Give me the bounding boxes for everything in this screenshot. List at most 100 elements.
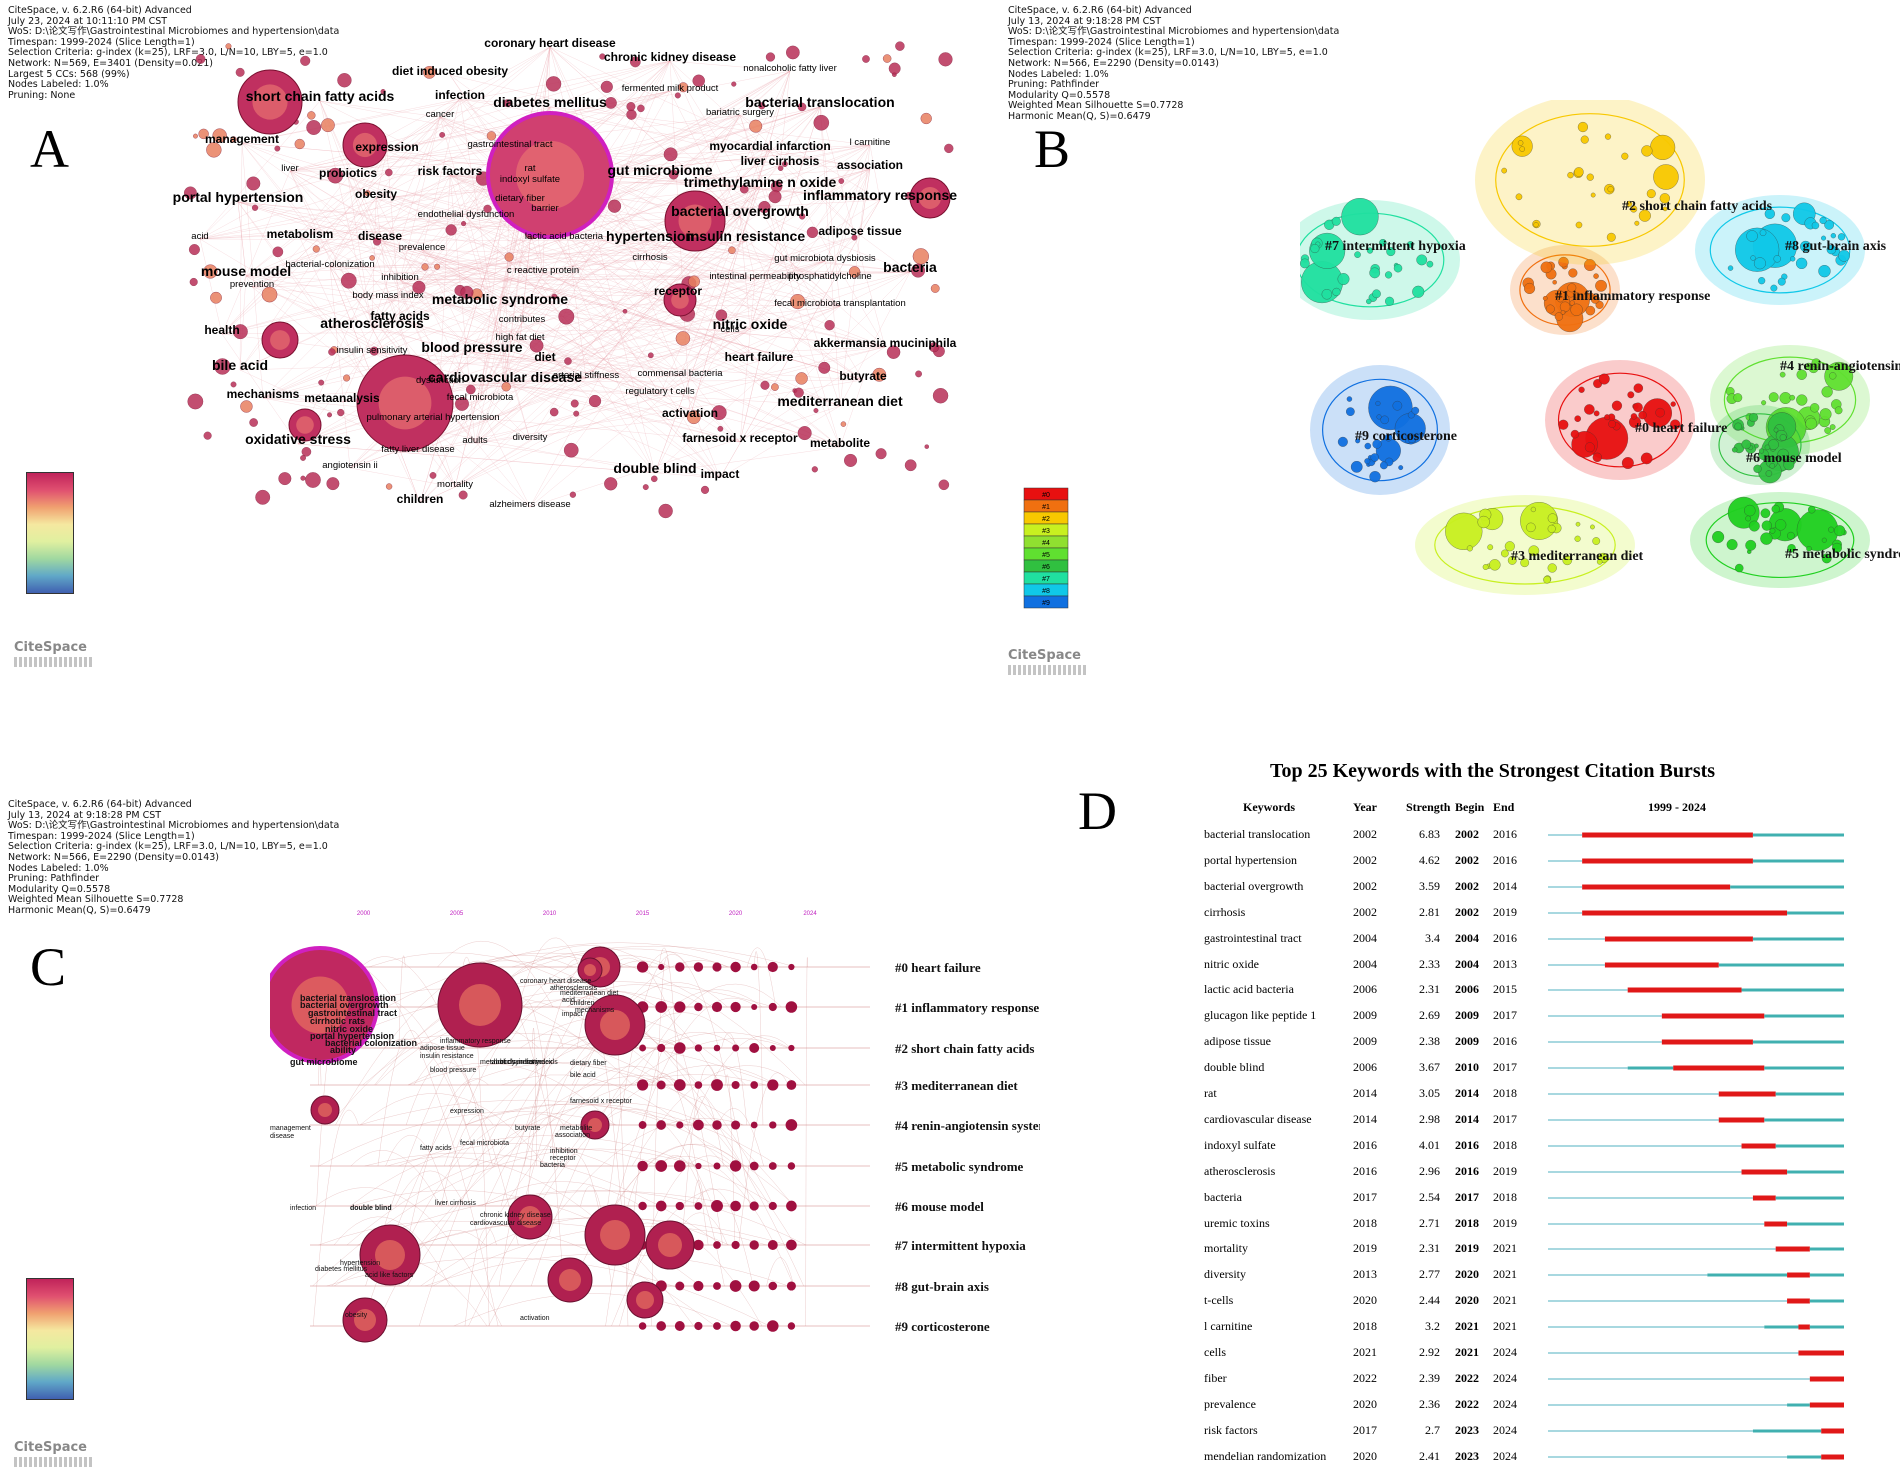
burst-strong-segment	[1741, 1169, 1788, 1175]
network-edge	[299, 237, 421, 504]
network-edge	[677, 260, 826, 296]
network-node	[862, 55, 870, 63]
network-edge	[544, 360, 864, 381]
cluster-node	[1646, 189, 1656, 199]
burst-cell-k: bacteria	[1204, 1189, 1242, 1204]
network-edge	[347, 176, 864, 381]
network-node	[423, 66, 436, 79]
network-edge	[375, 197, 531, 508]
burst-cell-k: indoxyl sulfate	[1204, 1137, 1276, 1152]
network-edge	[454, 439, 531, 488]
cluster-node	[1412, 285, 1425, 298]
cluster-node	[1407, 435, 1416, 443]
cluster-node	[1774, 519, 1787, 531]
burst-timeline-row	[1548, 1298, 1844, 1304]
network-edge	[471, 351, 506, 383]
cluster-node	[1826, 244, 1837, 255]
network-node	[692, 74, 705, 88]
cluster-node	[1366, 247, 1374, 254]
network-edge	[319, 100, 349, 178]
panel-b-cluster-legend: #0 #1 #2 #3 #4 #5 #6 #7 #8 #9	[1023, 487, 1069, 609]
burst-timeline-row	[1548, 1246, 1844, 1252]
cluster-node	[1731, 447, 1738, 453]
cluster-node	[1758, 277, 1766, 285]
network-edge	[379, 239, 523, 323]
network-edge	[386, 150, 886, 348]
timeline-link	[681, 1065, 718, 1246]
burst-cell-s: 2.77	[1419, 1267, 1440, 1282]
burst-pre-segment	[1548, 1455, 1788, 1458]
timeline-keyword-label: acid like factors	[365, 1272, 414, 1279]
timeline-link	[738, 1072, 789, 1246]
cluster-node	[1734, 422, 1742, 431]
network-edge	[421, 249, 841, 407]
network-node-label: l carnitine	[850, 137, 891, 148]
timeline-keyword-label: mediterranean diet	[560, 990, 618, 997]
network-node	[813, 114, 830, 131]
network-edge	[199, 181, 531, 240]
network-edge	[387, 168, 871, 299]
network-edge	[769, 144, 871, 151]
cluster-node	[1781, 213, 1791, 223]
cluster-node	[1592, 452, 1602, 462]
network-edge	[417, 346, 886, 453]
cluster-node	[1824, 219, 1834, 230]
network-node	[888, 62, 901, 75]
timeline-node	[674, 1042, 686, 1054]
burst-cell-s: 4.01	[1419, 1137, 1440, 1152]
metadata-line: July 13, 2024 at 9:18:28 PM CST	[1008, 15, 1162, 27]
burst-post-segment	[1787, 1170, 1844, 1174]
network-node-label: prevalence	[399, 242, 445, 253]
burst-cell-b: 2002	[1455, 878, 1479, 893]
cluster-node	[1770, 284, 1778, 292]
timeline-link	[468, 1038, 789, 1327]
timeline-link	[386, 942, 762, 1008]
network-edge	[679, 305, 841, 377]
metadata-line: WoS: D:\论文写作\Gastrointestinal Microbiome…	[8, 26, 340, 38]
metadata-line: July 13, 2024 at 9:18:28 PM CST	[8, 809, 162, 821]
timeline-keyword-label: inhibition	[550, 1148, 578, 1155]
network-node-label: metabolic syndrome	[432, 291, 568, 307]
network-edge	[419, 393, 661, 504]
cluster-node	[1800, 240, 1812, 252]
cluster-node	[1386, 247, 1396, 257]
cluster-node	[1779, 434, 1787, 441]
cluster-node	[1511, 135, 1533, 157]
cluster-node	[1753, 464, 1762, 473]
legend-label: #5	[1042, 552, 1050, 559]
network-node	[340, 272, 357, 289]
timeline-link	[318, 1111, 617, 1167]
burst-strong-segment	[1718, 1091, 1776, 1097]
network-edge	[221, 46, 551, 335]
timeline-keyword-label: farnesoid x receptor	[570, 1098, 633, 1105]
cluster-node	[1811, 221, 1820, 230]
timeline-keyword-label: mechanisms	[575, 1007, 615, 1014]
burst-pre-segment	[1548, 859, 1583, 862]
network-edge	[739, 278, 756, 443]
network-node	[570, 399, 579, 408]
network-edge	[859, 168, 871, 236]
burst-cell-y: 2018	[1353, 1215, 1377, 1230]
cluster-9	[1310, 365, 1450, 495]
network-edge	[677, 70, 791, 296]
burst-cell-s: 2.31	[1419, 982, 1440, 997]
timeline-year-label: 2005	[450, 911, 464, 917]
network-edge	[399, 240, 651, 321]
cluster-node	[1574, 415, 1581, 422]
burst-timeline-row	[1548, 1324, 1844, 1330]
burst-cell-e: 2014	[1493, 878, 1517, 893]
burst-cell-e: 2015	[1493, 982, 1517, 997]
burst-cell-k: bacterial overgrowth	[1204, 878, 1304, 893]
network-edge	[669, 60, 791, 72]
network-node	[380, 89, 386, 95]
timeline-node	[769, 1044, 776, 1052]
timeline-link	[634, 989, 763, 1049]
network-edge	[449, 174, 476, 444]
burst-cell-b: 2014	[1455, 1111, 1479, 1126]
timeline-link	[538, 1065, 777, 1207]
network-edge	[371, 327, 841, 448]
burst-timeline-row	[1548, 1221, 1844, 1226]
network-edge	[199, 201, 239, 240]
timeline-node	[711, 1001, 723, 1013]
network-node	[882, 54, 892, 63]
